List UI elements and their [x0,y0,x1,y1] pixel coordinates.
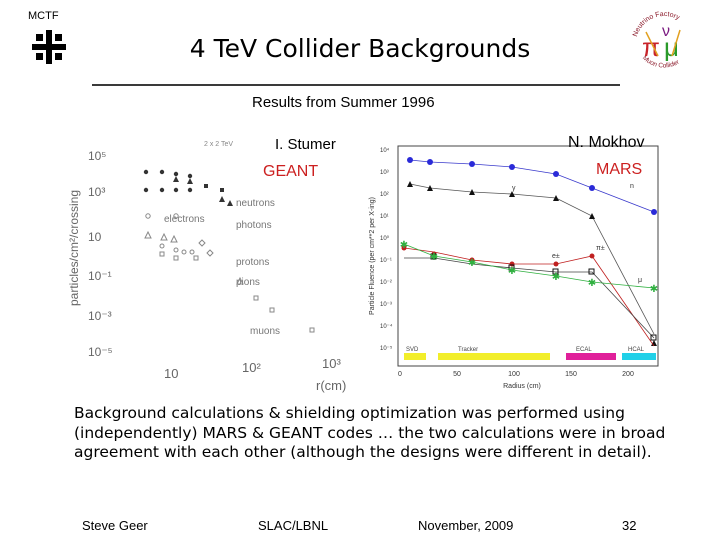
footer-page-number: 32 [622,518,637,533]
mars-series-label: n [630,183,634,190]
geant-corner-label: 2 x 2 TeV [204,141,233,148]
fermilab-logo [32,30,66,64]
svg-text:✱: ✱ [552,272,560,283]
mars-region-svd [404,353,426,360]
mars-series-label: π± [596,245,605,252]
svg-text:π: π [642,32,660,62]
mars-xtick: 100 [508,371,520,378]
mars-ytick: 10³ [380,170,389,176]
mars-region-label: HCAL [628,347,645,353]
geant-legend-pions: pions [236,277,260,288]
mars-series-label: μ [638,277,642,284]
geant-legend-electrons: electrons [164,214,205,225]
mars-ytick: 10² [380,192,389,198]
mars-xtick: 0 [398,371,402,378]
mars-ytick: 10⁴ [380,147,390,154]
geant-legend-protons: protons [236,257,269,268]
mars-ytick: 10⁻³ [380,302,392,308]
header-tag: MCTF [28,10,59,22]
footer-lab: SLAC/LBNL [258,518,329,533]
header-rule [92,84,620,86]
neutrino-factory-logo: Neutrino Factory Muon Collider π μ ν [632,11,681,70]
mars-region-tracker [438,353,550,360]
mars-photon-markers [407,181,657,346]
body-paragraph: Background calculations & shielding opti… [74,404,666,461]
svg-text:✱: ✱ [400,240,408,251]
mars-region-label: SVD [406,347,419,353]
mars-ytick: 10⁻⁵ [380,345,393,352]
geant-ytick: 10 [88,230,102,244]
page-title: 4 TeV Collider Backgrounds [189,34,531,63]
mars-region-label: ECAL [576,347,592,353]
geant-ytick: 10⁻¹ [88,269,112,283]
svg-text:✱: ✱ [650,284,658,295]
mars-plot: Particle Fluence (per cm**2 per X-ing) 1… [362,138,664,394]
mars-neutron-markers [407,157,657,215]
geant-ytick: 10⁵ [88,149,106,163]
footer-date: November, 2009 [418,518,514,533]
mars-ytick: 10⁰ [380,235,390,242]
geant-code-label: GEANT [263,163,319,180]
geant-ytick: 10⁻⁵ [88,345,113,359]
mars-xlabel: Radius (cm) [503,383,541,390]
footer-author: Steve Geer [82,518,148,533]
mars-ytick: 10⁻¹ [380,258,392,264]
mars-series-label: e± [552,253,560,260]
geant-author: I. Stumer [275,136,336,153]
geant-ylabel: particles/cm²/crossing [67,190,81,306]
svg-text:μ: μ [664,32,679,62]
mars-xtick: 200 [622,371,634,378]
geant-xtick: 10 [164,366,178,381]
geant-xlabel: r(cm) [316,378,346,393]
mars-ytick: 10¹ [380,214,389,220]
mars-series-label: γ [512,185,516,192]
mars-ytick: 10⁻⁴ [380,323,393,330]
mars-xtick: 150 [565,371,577,378]
geant-legend-photons: photons [236,220,272,231]
mars-author: N. Mokhov [568,134,645,151]
geant-ytick: 10³ [88,185,105,199]
geant-legend-muons: muons [250,326,280,337]
mars-xtick: 50 [453,371,461,378]
geant-plot: particles/cm²/crossing 10⁵ 10³ 10 10⁻¹ 1… [64,128,360,396]
geant-markers [143,169,233,206]
geant-xtick: 10³ [322,356,341,371]
mars-ylabel: Particle Fluence (per cm**2 per X-ing) [369,197,376,315]
svg-text:✱: ✱ [508,266,516,277]
svg-text:✱: ✱ [430,252,438,263]
geant-legend-neutrons: neutrons [236,198,275,209]
svg-text:✱: ✱ [468,258,476,269]
svg-text:ν: ν [662,23,670,40]
mars-region-ecal [566,353,616,360]
geant-open-markers [144,213,315,333]
mars-region-hcal [622,353,656,360]
mars-region-label: Tracker [458,347,478,353]
subtitle: Results from Summer 1996 [252,94,435,111]
mars-ytick: 10⁻² [380,280,392,286]
geant-ytick: 10⁻³ [88,309,112,323]
svg-text:✱: ✱ [588,278,596,289]
geant-xtick: 10² [242,360,261,375]
mars-code-label: MARS [596,161,643,178]
